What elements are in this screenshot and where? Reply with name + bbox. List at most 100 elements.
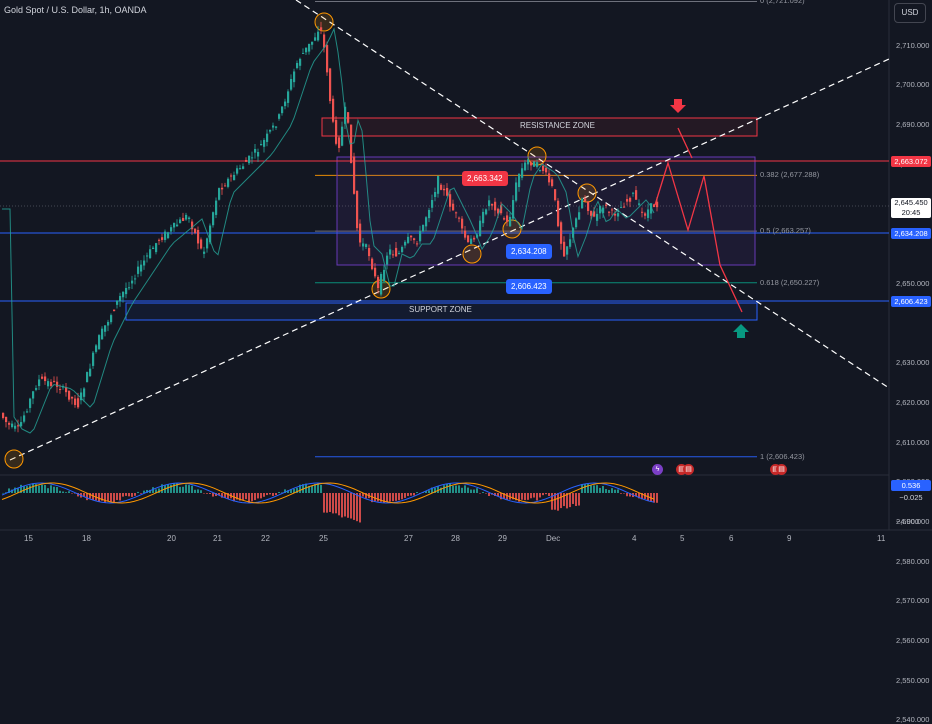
us-flag-icon[interactable]: ▤ bbox=[676, 464, 687, 475]
oscillator-bar bbox=[146, 489, 148, 493]
candle-body bbox=[116, 300, 119, 305]
time-axis-tick: 18 bbox=[82, 534, 91, 543]
candle-body bbox=[332, 98, 335, 122]
us-flag-icon[interactable]: ▤ bbox=[776, 464, 787, 475]
oscillator-bar bbox=[638, 493, 640, 499]
osc-axis-label: −4.000 bbox=[896, 517, 920, 526]
candle-body bbox=[647, 209, 650, 218]
oscillator-bar bbox=[476, 488, 478, 493]
price-axis-tick: 2,560.000 bbox=[896, 636, 930, 645]
candle-body bbox=[653, 204, 656, 208]
oscillator-bar bbox=[572, 493, 574, 504]
descending-trendline bbox=[295, 0, 890, 389]
candle-body bbox=[527, 159, 530, 165]
moving-average-line bbox=[2, 27, 655, 434]
us-flag-icon[interactable]: ▤ bbox=[770, 464, 781, 475]
currency-button[interactable]: USD bbox=[894, 3, 926, 23]
candle-body bbox=[620, 207, 623, 209]
candle-body bbox=[632, 192, 635, 194]
resistance-zone bbox=[321, 117, 758, 137]
candle-body bbox=[428, 209, 431, 219]
candle-body bbox=[467, 235, 470, 242]
candle-body bbox=[170, 227, 173, 232]
candle-body bbox=[371, 258, 374, 270]
oscillator-bar bbox=[68, 491, 70, 493]
candle-body bbox=[224, 185, 227, 187]
oscillator-bar bbox=[389, 493, 391, 502]
oscillator-bar bbox=[161, 484, 163, 493]
candle-body bbox=[308, 43, 311, 52]
oscillator-bar bbox=[575, 493, 577, 506]
oscillator-bar bbox=[32, 483, 34, 493]
candle-body bbox=[236, 168, 239, 174]
oscillator-bar bbox=[188, 485, 190, 493]
candle-body bbox=[251, 157, 254, 159]
candle-body bbox=[272, 125, 275, 128]
candle-body bbox=[539, 170, 542, 172]
oscillator-bar bbox=[137, 491, 139, 493]
support-zone-label: SUPPORT ZONE bbox=[409, 305, 472, 314]
oscillator-bar bbox=[134, 493, 136, 496]
oscillator-bar bbox=[641, 493, 643, 500]
candle-body bbox=[575, 218, 578, 228]
price-axis-tick: 2,570.000 bbox=[896, 596, 930, 606]
oscillator-bar bbox=[206, 493, 208, 494]
down-arrow-icon bbox=[670, 99, 686, 113]
candle-body bbox=[530, 162, 533, 166]
candle-body bbox=[452, 203, 455, 211]
candle-body bbox=[35, 388, 38, 390]
oscillator-bar bbox=[101, 493, 103, 501]
candle-body bbox=[128, 287, 131, 289]
oscillator-bar bbox=[653, 493, 655, 503]
candle-body bbox=[209, 225, 212, 243]
candle-body bbox=[509, 216, 512, 227]
candle-body bbox=[164, 231, 167, 240]
candle-body bbox=[335, 120, 338, 144]
candle-body bbox=[140, 264, 143, 272]
candle-body bbox=[338, 137, 341, 148]
fib-level-label: 1 (2,606.423) bbox=[760, 451, 805, 461]
candle-body bbox=[56, 381, 59, 387]
oscillator-bar bbox=[599, 487, 601, 493]
candle-body bbox=[83, 388, 86, 397]
oscillator-bar bbox=[128, 493, 130, 497]
oscillator-bar bbox=[35, 484, 37, 493]
candle-body bbox=[86, 372, 89, 383]
oscillator-bar bbox=[455, 485, 457, 493]
swing-point-marker bbox=[577, 183, 597, 203]
oscillator-bar bbox=[224, 493, 226, 498]
candle-body bbox=[245, 160, 248, 162]
ascending-trendline bbox=[9, 58, 890, 461]
candle-body bbox=[536, 162, 539, 167]
candle-body bbox=[200, 239, 203, 249]
candle-body bbox=[413, 238, 416, 241]
candle-body bbox=[605, 204, 608, 206]
candle-body bbox=[125, 287, 128, 295]
candle-body bbox=[497, 208, 500, 214]
resistance-price-label: 2,663.072 bbox=[891, 156, 931, 167]
mid-price-label: 2,634.208 bbox=[891, 228, 931, 239]
candle-body bbox=[23, 415, 26, 422]
oscillator-bar bbox=[482, 492, 484, 493]
oscillator-bar bbox=[53, 486, 55, 493]
oscillator-bar bbox=[542, 493, 544, 496]
oscillator-bar bbox=[416, 492, 418, 493]
candle-body bbox=[44, 376, 47, 382]
price-axis-tick: 2,610.000 bbox=[896, 437, 930, 447]
time-axis-tick: 25 bbox=[319, 534, 328, 543]
candle-body bbox=[107, 321, 110, 326]
oscillator-bar bbox=[587, 484, 589, 493]
lightning-icon[interactable]: ϟ bbox=[652, 464, 663, 475]
oscillator-bar bbox=[557, 493, 559, 511]
price-axis-tick: 2,630.000 bbox=[896, 358, 930, 368]
chart-canvas[interactable] bbox=[0, 0, 932, 550]
time-axis-tick: 4 bbox=[632, 534, 637, 543]
oscillator-bar bbox=[410, 493, 412, 496]
oscillator-bar bbox=[539, 493, 541, 498]
candle-body bbox=[374, 267, 377, 277]
candle-body bbox=[383, 269, 386, 282]
oscillator-bar bbox=[341, 493, 343, 518]
oscillator-bar bbox=[449, 483, 451, 493]
us-flag-icon[interactable]: ▤ bbox=[683, 464, 694, 475]
candle-body bbox=[518, 173, 521, 188]
